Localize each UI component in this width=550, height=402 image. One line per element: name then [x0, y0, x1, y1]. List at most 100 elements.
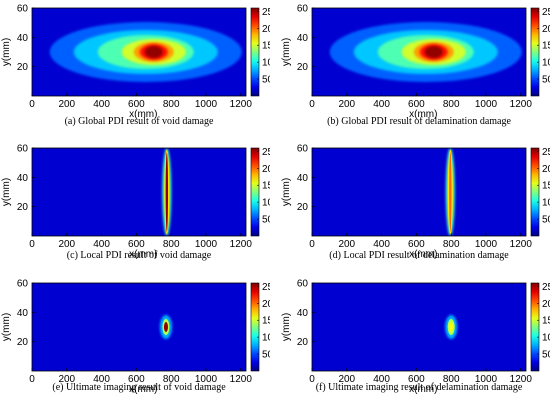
colorbar-tick-label: 200 — [262, 299, 270, 310]
x-tick-label: 800 — [443, 99, 460, 110]
x-tick-label: 800 — [443, 239, 460, 250]
heatmap-field — [159, 315, 172, 339]
heatmap-contour — [163, 322, 168, 332]
colorbar — [250, 282, 260, 372]
x-tick-label: 600 — [128, 99, 145, 110]
panel-caption: (f) Ultimate imaging result of delaminat… — [315, 382, 523, 393]
x-tick-label: 600 — [408, 239, 425, 250]
plot-area — [312, 148, 526, 236]
x-tick-label: 600 — [408, 99, 425, 110]
y-tick-label: 20 — [17, 202, 29, 213]
colorbar-tick-label: 100 — [542, 333, 550, 344]
heatmap-panel-f: 0 200 400 600 800 1000 1200 20 40 60 x(mm) y(mm) 50 1… — [281, 279, 550, 396]
heatmap-panel-a: 0 200 400 600 800 1000 1200 20 40 60 x(mm) y(mm) 50 1… — [1, 4, 270, 121]
y-tick-label: 40 — [297, 173, 309, 184]
y-axis-label: y(mm) — [281, 38, 292, 66]
y-tick-label: 20 — [297, 202, 309, 213]
y-tick-label: 40 — [17, 308, 29, 319]
x-tick-label: 200 — [338, 374, 355, 385]
colorbar-tick-label: 250 — [262, 147, 270, 158]
x-tick-label: 400 — [373, 374, 390, 385]
x-tick-label: 0 — [29, 239, 35, 250]
x-tick-label: 1000 — [195, 239, 218, 250]
plot-frame — [31, 147, 247, 237]
y-tick-label: 20 — [17, 337, 29, 348]
colorbar-tick-label: 50 — [262, 350, 270, 361]
y-tick-label: 60 — [297, 4, 309, 15]
colorbar-tick-label: 250 — [262, 282, 270, 293]
colorbar-tick-label: 50 — [262, 215, 270, 226]
y-axis-label: y(mm) — [1, 313, 12, 341]
x-tick-label: 0 — [309, 239, 315, 250]
colorbar-tick-label: 200 — [262, 24, 270, 35]
x-tick-label: 1200 — [510, 374, 533, 385]
colorbar-tick-label: 250 — [542, 7, 550, 18]
y-tick-label: 40 — [297, 308, 309, 319]
panel-caption: (c) Local PDI result of void damage — [66, 250, 212, 261]
colorbar-tick-label: 100 — [542, 58, 550, 69]
panel-caption: (e) Ultimate imaging result of void dama… — [52, 382, 226, 393]
colorbar-tick-label: 50 — [262, 75, 270, 86]
y-tick-label: 60 — [297, 144, 309, 155]
plot-area — [312, 283, 526, 371]
x-tick-label: 600 — [408, 374, 425, 385]
colorbar-tick-label: 150 — [542, 181, 550, 192]
x-tick-label: 1200 — [230, 239, 253, 250]
x-tick-label: 0 — [309, 99, 315, 110]
plot-area — [32, 283, 246, 371]
heatmap-contour — [424, 46, 443, 58]
y-tick-label: 60 — [17, 144, 29, 155]
heatmap-contour — [449, 152, 452, 232]
x-axis-label: x(mm) — [129, 249, 157, 260]
colorbar-tick-label: 50 — [542, 350, 550, 361]
heatmap-field — [445, 315, 458, 339]
heatmap-field — [445, 148, 455, 236]
y-tick-label: 60 — [17, 4, 29, 15]
x-tick-label: 400 — [373, 239, 390, 250]
x-axis-label: x(mm) — [409, 109, 437, 120]
x-tick-label: 1200 — [230, 374, 253, 385]
colorbar-tick-label: 100 — [262, 333, 270, 344]
colorbar — [250, 147, 260, 237]
heatmap-panel-b: 0 200 400 600 800 1000 1200 20 40 60 x(mm) y(mm) 50 1… — [281, 4, 550, 121]
colorbar-tick-label: 100 — [262, 58, 270, 69]
plot-frame — [31, 7, 247, 97]
x-tick-label: 0 — [29, 374, 35, 385]
y-tick-label: 20 — [297, 337, 309, 348]
colorbar-tick-label: 200 — [542, 299, 550, 310]
x-tick-label: 800 — [443, 374, 460, 385]
x-tick-label: 0 — [29, 99, 35, 110]
y-tick-label: 40 — [17, 33, 29, 44]
x-tick-label: 400 — [93, 374, 110, 385]
x-tick-label: 0 — [309, 374, 315, 385]
colorbar-tick-label: 50 — [542, 75, 550, 86]
colorbar-tick-label: 200 — [542, 164, 550, 175]
colorbar-tick-label: 250 — [542, 282, 550, 293]
panel-caption: (a) Global PDI result of void damage — [64, 116, 214, 127]
colorbar-tick-label: 150 — [262, 41, 270, 52]
y-axis-label: y(mm) — [1, 38, 12, 66]
x-tick-label: 1000 — [475, 99, 498, 110]
x-tick-label: 1000 — [195, 374, 218, 385]
x-tick-label: 400 — [93, 239, 110, 250]
colorbar-tick-label: 250 — [542, 147, 550, 158]
y-axis-label: y(mm) — [281, 313, 292, 341]
colorbar — [250, 7, 260, 97]
colorbar-tick-label: 150 — [542, 316, 550, 327]
colorbar-tick-label: 100 — [542, 198, 550, 209]
y-axis-label: y(mm) — [1, 178, 12, 206]
heatmap-field — [162, 148, 172, 236]
x-tick-label: 200 — [338, 239, 355, 250]
heatmap-contour — [449, 322, 454, 332]
y-tick-label: 40 — [297, 33, 309, 44]
heatmap-field — [49, 22, 242, 82]
heatmap-contour — [165, 152, 169, 232]
x-axis-label: x(mm) — [129, 384, 157, 395]
colorbar-tick-label: 150 — [262, 316, 270, 327]
x-tick-label: 1200 — [510, 239, 533, 250]
x-axis-label: x(mm) — [129, 109, 157, 120]
x-axis-label: x(mm) — [409, 249, 437, 260]
x-tick-label: 800 — [163, 99, 180, 110]
heatmap-field — [329, 22, 522, 82]
x-tick-label: 200 — [58, 99, 75, 110]
